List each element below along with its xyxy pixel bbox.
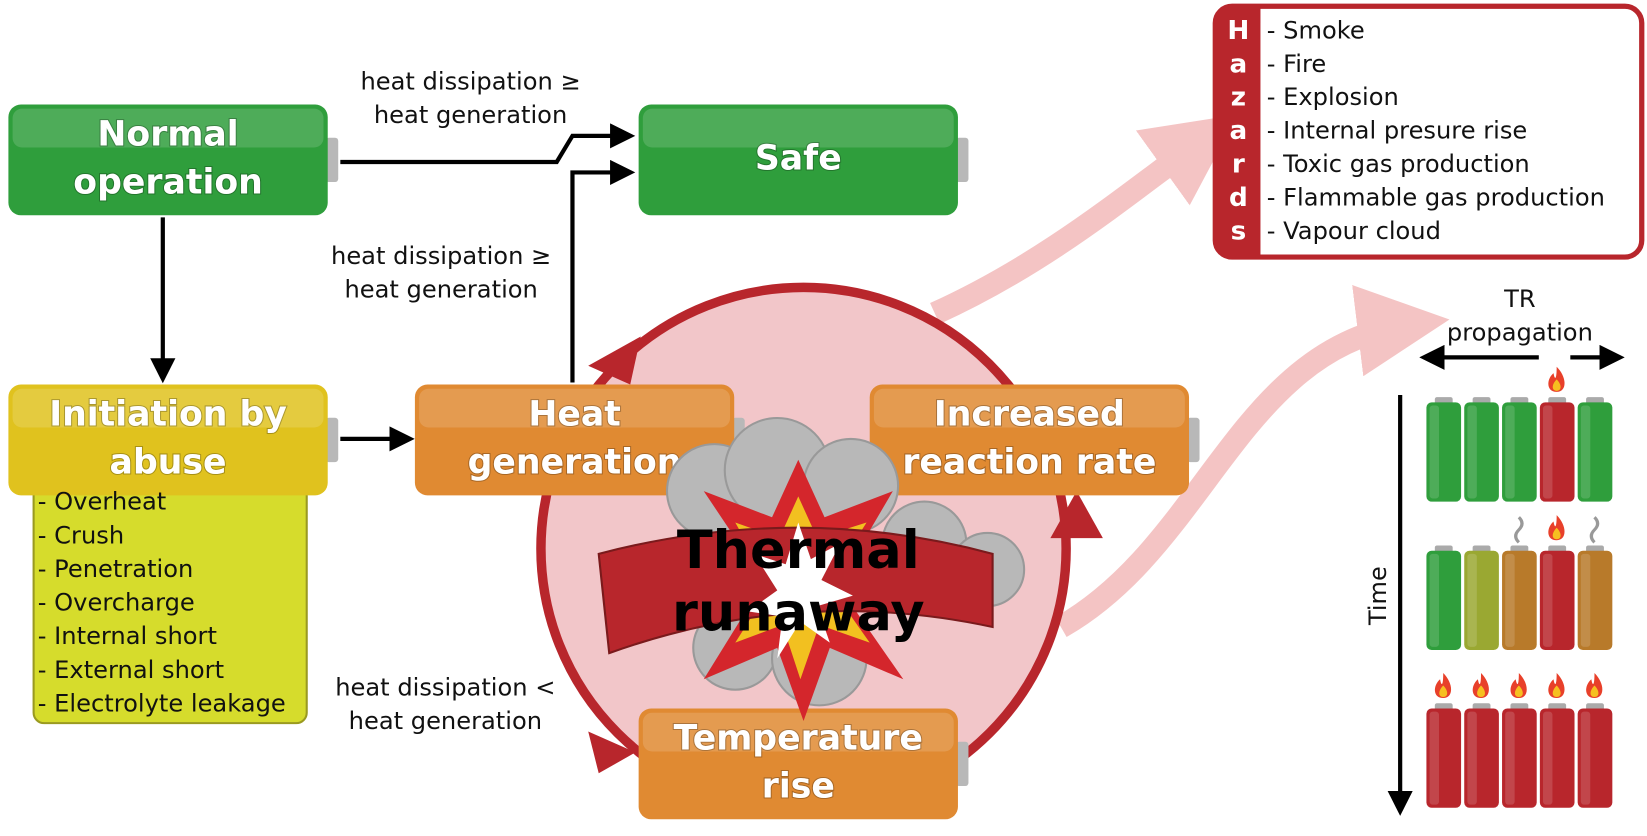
arrow [340,136,630,162]
node-label: rise [762,766,835,806]
edge-label: heat generation [349,707,542,735]
hazards-letter: z [1231,83,1246,113]
hazards-letter: d [1229,183,1248,213]
propagation-label: TR [1503,285,1536,313]
time-label: Time [1364,566,1392,626]
node-label: Increased [934,394,1125,434]
node-label: Initiation by [49,394,287,434]
abuse-item: - External short [38,656,224,684]
cell-sheen [1430,554,1439,647]
hazard-item: - Smoke [1267,16,1365,44]
propagation-label: propagation [1447,318,1593,346]
cell-sheen [1467,405,1476,498]
node-label: abuse [110,443,227,483]
node-label: reaction rate [902,443,1156,483]
abuse-item: - Crush [38,521,124,549]
abuse-item: - Overheat [38,488,166,516]
hazard-item: - Explosion [1267,83,1399,111]
hazards-letter: a [1230,116,1248,146]
hazard-item: - Toxic gas production [1267,150,1530,178]
diagram: Normal operation Safe Initiation by abuse Hea… [0,0,1647,836]
hazards-letter: H [1227,16,1249,46]
cell-sheen [1467,712,1476,805]
hazard-item: - Internal presure rise [1267,117,1528,145]
cell-sheen [1467,554,1476,647]
hazards-letter: a [1230,49,1248,79]
edge-label: heat dissipation < [335,674,555,702]
node-label: operation [73,162,263,202]
hazard-item: - Flammable gas production [1267,184,1605,212]
thermal-runaway-label: Thermal [677,520,920,581]
node-label: Temperature [674,718,923,758]
hazards-letter: s [1231,217,1247,247]
cell-sheen [1505,712,1514,805]
node-label: Heat [528,394,620,434]
thermal-runaway-label: runaway [672,583,925,644]
smoke [1591,517,1597,542]
node-label: Normal [97,114,238,154]
abuse-item: - Electrolyte leakage [38,690,286,718]
hazards-letter: r [1232,150,1245,180]
cell-sheen [1581,712,1590,805]
cell-sheen [1430,405,1439,498]
edge-label: heat dissipation ≥ [331,242,551,270]
cell-sheen [1543,712,1552,805]
abuse-item: - Internal short [38,622,217,650]
cell-sheen [1543,405,1552,498]
node-label: generation [468,443,682,483]
cell-sheen [1430,712,1439,805]
pink-arrow [935,136,1208,314]
node-label: Safe [755,138,842,178]
hazard-item: - Vapour cloud [1267,217,1441,245]
abuse-item: - Overcharge [38,589,195,617]
cell-sheen [1505,405,1514,498]
smoke [1516,517,1522,542]
hazard-item: - Fire [1267,50,1326,78]
cell-sheen [1581,554,1590,647]
edge-label: heat dissipation ≥ [360,68,580,96]
cell-sheen [1581,405,1590,498]
abuse-item: - Penetration [38,555,194,583]
edge-label: heat generation [344,276,537,304]
edge-label: heat generation [374,101,567,129]
cell-sheen [1543,554,1552,647]
cell-sheen [1505,554,1514,647]
